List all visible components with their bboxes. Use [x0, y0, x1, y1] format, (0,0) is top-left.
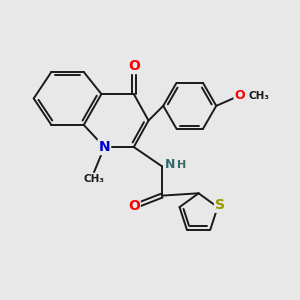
Text: O: O — [235, 89, 245, 102]
Text: CH₃: CH₃ — [84, 174, 105, 184]
Text: O: O — [128, 59, 140, 73]
Text: N: N — [165, 158, 176, 171]
Text: N: N — [98, 140, 110, 154]
Text: O: O — [128, 199, 140, 213]
Text: S: S — [215, 198, 225, 212]
Text: H: H — [177, 160, 186, 170]
Text: CH₃: CH₃ — [249, 91, 270, 100]
